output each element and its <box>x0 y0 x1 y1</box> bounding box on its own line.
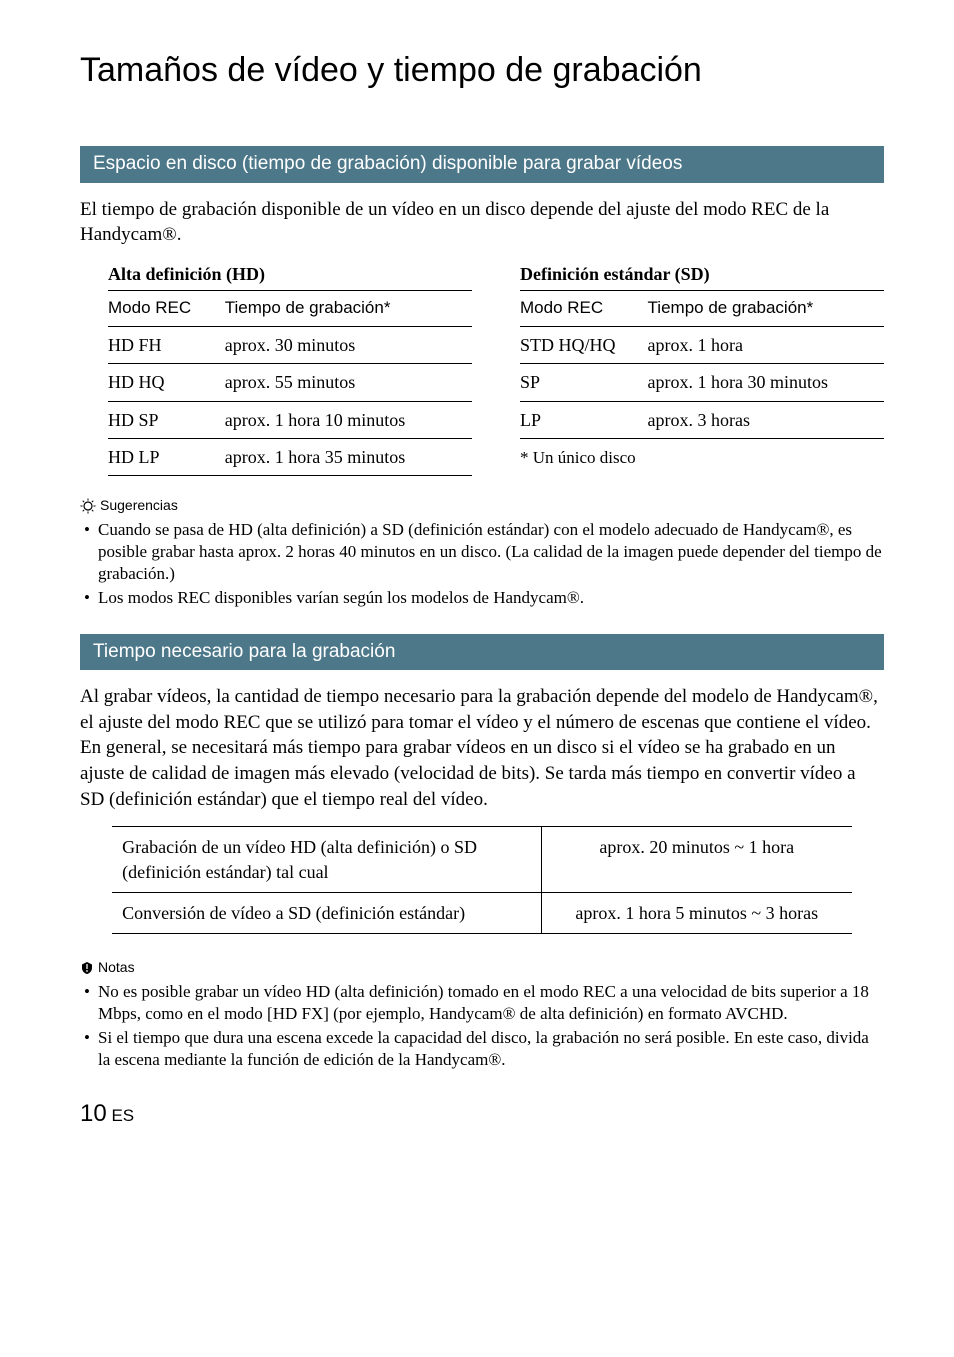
sd-col2-header: Tiempo de grabación* <box>648 291 884 327</box>
sd-table-title: Definición estándar (SD) <box>520 262 884 286</box>
notes-header: Notas <box>80 958 884 977</box>
page-number-value: 10 <box>80 1100 107 1127</box>
sd-time-cell: aprox. 1 hora <box>648 327 884 364</box>
hd-table-column: Alta definición (HD) Modo REC Tiempo de … <box>108 262 472 476</box>
hints-header: Sugerencias <box>80 496 884 515</box>
hd-time-cell: aprox. 55 minutos <box>225 364 472 401</box>
hd-mode-cell: HD HQ <box>108 364 225 401</box>
section2-paragraph: Al grabar vídeos, la cantidad de tiempo … <box>80 684 884 812</box>
table-row: HD LP aprox. 1 hora 35 minutos <box>108 438 472 475</box>
record-right-cell: aprox. 20 minutos ~ 1 hora <box>541 827 852 893</box>
sd-footnote: * Un único disco <box>520 447 884 470</box>
table-row: HD SP aprox. 1 hora 10 minutos <box>108 401 472 438</box>
section1-paragraph: El tiempo de grabación disponible de un … <box>80 197 884 248</box>
list-item: Si el tiempo que dura una escena excede … <box>84 1027 884 1071</box>
hd-table-title: Alta definición (HD) <box>108 262 472 286</box>
section-heading-2: Tiempo necesario para la grabación <box>80 634 884 671</box>
hd-time-cell: aprox. 1 hora 10 minutos <box>225 401 472 438</box>
hd-col1-header: Modo REC <box>108 291 225 327</box>
table-row: Conversión de vídeo a SD (definición est… <box>112 892 852 933</box>
section-heading-1: Espacio en disco (tiempo de grabación) d… <box>80 146 884 183</box>
hd-col2-header: Tiempo de grabación* <box>225 291 472 327</box>
table-row: Grabación de un vídeo HD (alta definició… <box>112 827 852 893</box>
sd-col1-header: Modo REC <box>520 291 648 327</box>
list-item: Los modos REC disponibles varían según l… <box>84 587 884 609</box>
hd-mode-cell: HD FH <box>108 327 225 364</box>
record-right-cell: aprox. 1 hora 5 minutos ~ 3 horas <box>541 892 852 933</box>
lightbulb-icon <box>80 498 96 514</box>
record-left-cell: Grabación de un vídeo HD (alta definició… <box>112 827 541 893</box>
sd-mode-cell: STD HQ/HQ <box>520 327 648 364</box>
hd-table: Modo REC Tiempo de grabación* HD FH apro… <box>108 290 472 476</box>
hd-time-cell: aprox. 1 hora 35 minutos <box>225 438 472 475</box>
page-number: 10 ES <box>80 1098 884 1130</box>
note-icon <box>80 961 94 975</box>
table-row: SP aprox. 1 hora 30 minutos <box>520 364 884 401</box>
sd-time-cell: aprox. 1 hora 30 minutos <box>648 364 884 401</box>
table-row: STD HQ/HQ aprox. 1 hora <box>520 327 884 364</box>
page-number-suffix: ES <box>111 1106 134 1125</box>
table-row: HD FH aprox. 30 minutos <box>108 327 472 364</box>
hd-mode-cell: HD SP <box>108 401 225 438</box>
hints-label: Sugerencias <box>100 496 178 515</box>
sd-table: Modo REC Tiempo de grabación* STD HQ/HQ … <box>520 290 884 439</box>
page-title: Tamaños de vídeo y tiempo de grabación <box>80 48 884 94</box>
sd-mode-cell: LP <box>520 401 648 438</box>
hd-mode-cell: HD LP <box>108 438 225 475</box>
record-left-cell: Conversión de vídeo a SD (definición est… <box>112 892 541 933</box>
notes-list: No es posible grabar un vídeo HD (alta d… <box>84 981 884 1071</box>
record-time-table: Grabación de un vídeo HD (alta definició… <box>112 826 852 934</box>
hints-list: Cuando se pasa de HD (alta definición) a… <box>84 519 884 609</box>
tables-container: Alta definición (HD) Modo REC Tiempo de … <box>108 262 884 476</box>
list-item: No es posible grabar un vídeo HD (alta d… <box>84 981 884 1025</box>
sd-table-column: Definición estándar (SD) Modo REC Tiempo… <box>520 262 884 476</box>
sd-time-cell: aprox. 3 horas <box>648 401 884 438</box>
sd-mode-cell: SP <box>520 364 648 401</box>
table-row: LP aprox. 3 horas <box>520 401 884 438</box>
notes-label: Notas <box>98 958 135 977</box>
table-row: HD HQ aprox. 55 minutos <box>108 364 472 401</box>
list-item: Cuando se pasa de HD (alta definición) a… <box>84 519 884 585</box>
hd-time-cell: aprox. 30 minutos <box>225 327 472 364</box>
